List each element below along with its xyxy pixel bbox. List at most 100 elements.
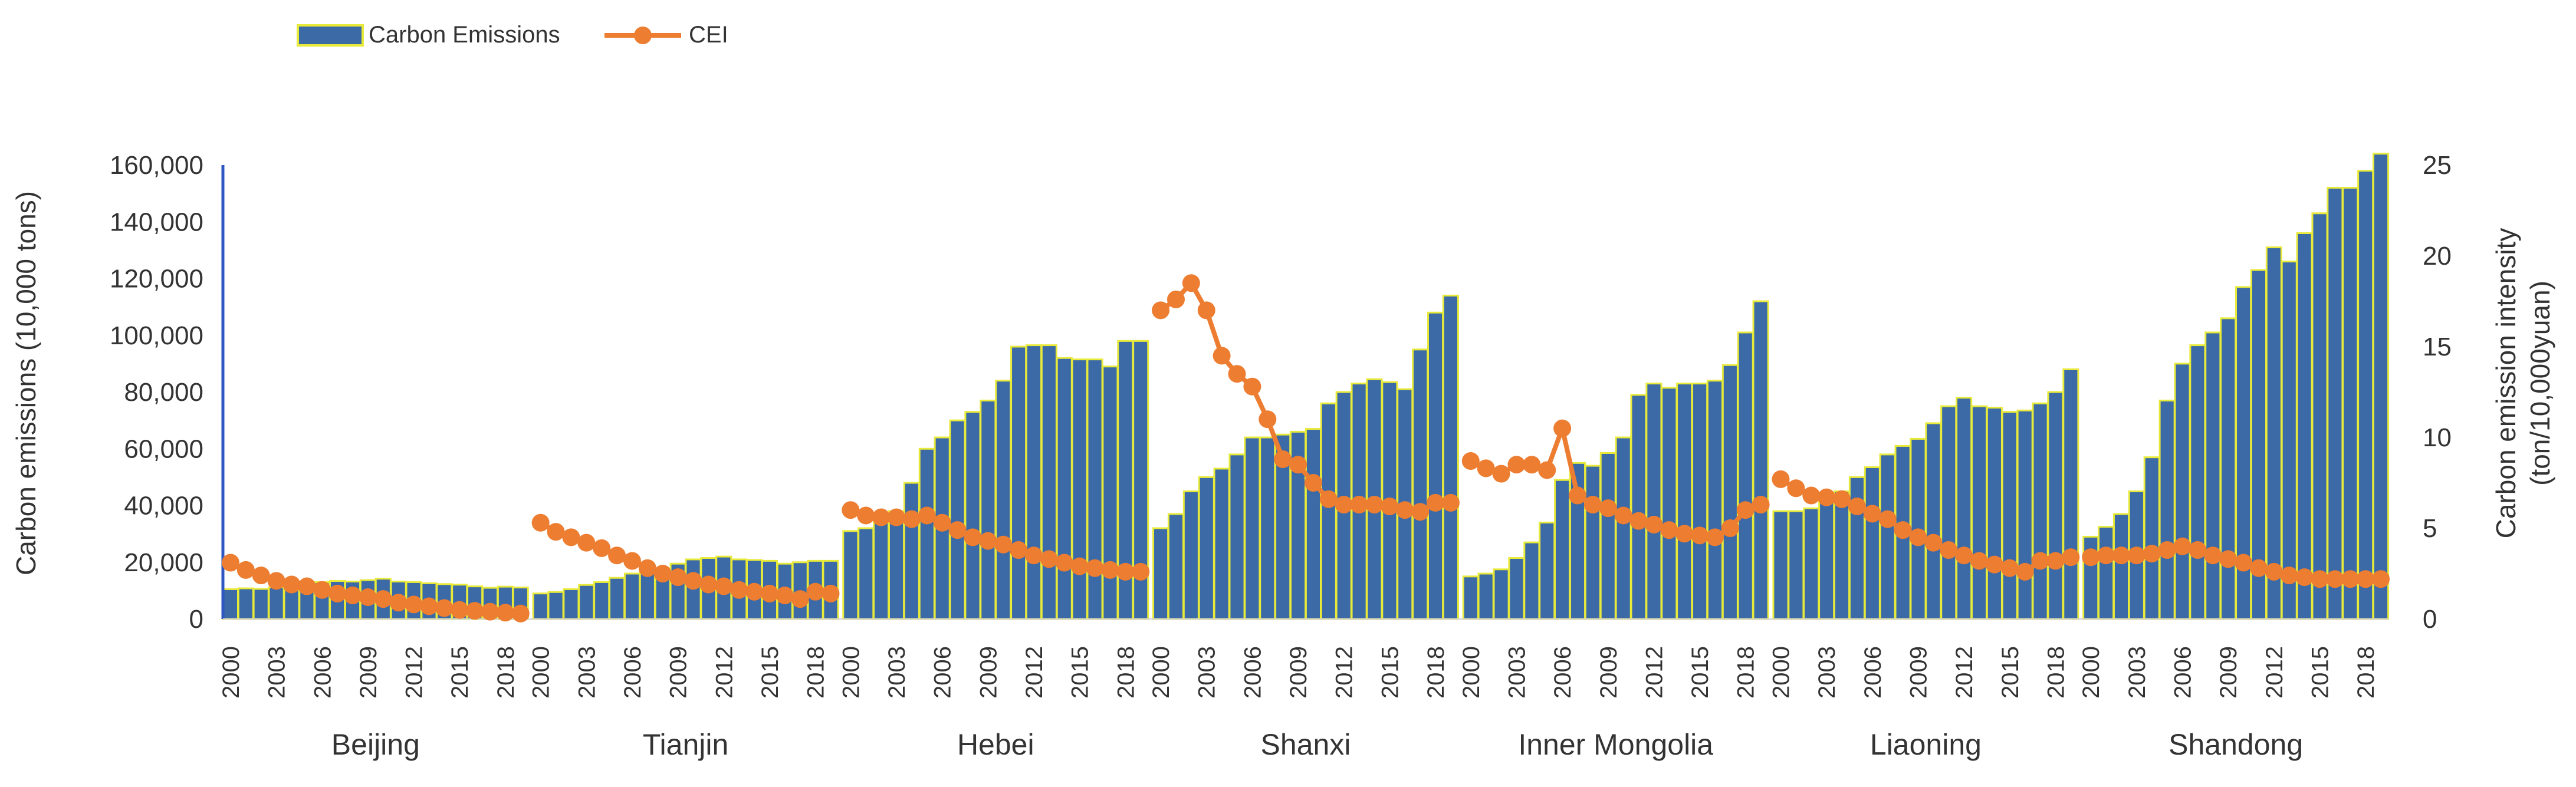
cei-marker — [1396, 501, 1414, 519]
cei-marker — [1629, 512, 1648, 530]
emission-bar — [532, 592, 549, 620]
emission-bar — [1071, 358, 1088, 620]
left-tick-label: 40,000 — [124, 492, 203, 521]
cei-marker — [1660, 521, 1678, 539]
emission-bar — [949, 419, 966, 620]
year-tick-label: 2015 — [2308, 646, 2334, 699]
emission-bar — [1986, 406, 2003, 620]
year-tick-label: 2009 — [2216, 646, 2242, 699]
cei-marker — [1645, 515, 1663, 534]
cei-marker — [2265, 562, 2283, 581]
emission-bar — [593, 581, 610, 620]
cei-marker — [435, 599, 454, 617]
cei-marker — [328, 584, 347, 602]
left-axis-title: Carbon emissions (10,000 tons) — [11, 191, 41, 575]
cei-marker — [1492, 465, 1510, 483]
year-tick-label: 2009 — [1286, 646, 1312, 699]
cei-marker — [1691, 526, 1709, 545]
cei-marker — [1461, 452, 1480, 470]
cei-marker — [267, 572, 285, 590]
cei-marker — [577, 534, 596, 552]
emission-bar — [547, 591, 564, 620]
cei-marker — [2082, 548, 2100, 567]
cei-marker — [2097, 546, 2115, 565]
emission-bar — [578, 584, 595, 620]
cei-marker — [1833, 490, 1851, 508]
cei-marker — [374, 590, 392, 608]
year-tick-label: 2015 — [1067, 646, 1093, 699]
cei-marker — [1924, 534, 1943, 552]
left-tick-label: 80,000 — [124, 378, 203, 407]
emission-bar — [1818, 499, 1835, 620]
cei-marker — [1304, 474, 1322, 492]
emission-bar — [2001, 411, 2018, 620]
cei-marker — [1599, 499, 1617, 518]
emission-bar — [2342, 187, 2359, 620]
cei-marker — [1614, 506, 1632, 525]
legend-bar-label: Carbon Emissions — [369, 22, 560, 48]
emission-bar — [918, 447, 935, 620]
region-label: Inner Mongolia — [1518, 728, 1713, 761]
emission-bar — [1940, 405, 1957, 620]
cei-marker — [1350, 495, 1368, 513]
cei-marker — [1259, 410, 1277, 429]
emission-bar — [1198, 476, 1215, 620]
cei-marker — [1213, 347, 1231, 365]
year-tick-label: 2006 — [310, 646, 336, 699]
year-tick-label: 2018 — [2353, 646, 2379, 699]
cei-marker — [1086, 559, 1104, 577]
cei-marker — [1909, 528, 1927, 546]
year-tick-label: 2009 — [666, 646, 692, 699]
year-tick-label: 2000 — [218, 646, 244, 699]
year-tick-label: 2003 — [884, 646, 910, 699]
year-tick-label: 2015 — [757, 646, 783, 699]
emission-bar — [237, 587, 254, 620]
year-tick-label: 2003 — [1194, 646, 1220, 699]
left-axis-ticks: 0 20,000 40,000 60,000 80,000 100,000 120,000 1… — [110, 151, 203, 634]
cei-marker — [1752, 495, 1770, 513]
cei-marker — [236, 561, 255, 579]
emission-bar — [1086, 358, 1103, 620]
emission-bar — [1864, 466, 1881, 620]
cei-marker — [1538, 461, 1556, 479]
year-tick-label: 2012 — [1951, 646, 1977, 699]
cei-marker — [531, 513, 550, 532]
emission-bar — [2098, 526, 2115, 620]
year-tick-label: 2018 — [803, 646, 829, 699]
cei-marker — [1427, 493, 1445, 512]
cei-marker — [730, 581, 748, 599]
right-axis-title: Carbon emission intensity (ton/10,000yua… — [2490, 228, 2555, 539]
emission-bar — [964, 411, 981, 620]
region-label: Hebei — [957, 728, 1034, 761]
cei-marker — [1441, 493, 1460, 512]
cei-marker — [405, 595, 423, 614]
year-tick-label: 2000 — [1769, 646, 1795, 699]
emission-bar — [980, 399, 997, 620]
emission-bar — [1228, 453, 1246, 620]
cei-marker — [496, 604, 514, 622]
emission-bar — [2062, 368, 2079, 620]
emission-bar — [2016, 409, 2033, 620]
cei-marker — [252, 567, 270, 585]
cei-marker — [1010, 541, 1028, 559]
cei-marker — [964, 528, 982, 546]
legend-line-label: CEI — [689, 22, 728, 48]
bar-series — [222, 153, 2390, 620]
emission-bar — [1834, 490, 1851, 620]
cei-marker — [1289, 456, 1307, 474]
year-tick-label: 2018 — [493, 646, 519, 699]
cei-marker — [389, 594, 408, 612]
emission-bar — [1259, 436, 1276, 620]
cei-marker — [888, 508, 906, 526]
year-tick-label: 2006 — [930, 646, 956, 699]
cei-marker — [2204, 546, 2222, 565]
cei-marker — [1818, 488, 1836, 506]
cei-marker — [1228, 365, 1246, 383]
cei-marker — [1772, 470, 1790, 488]
year-tick-label: 2018 — [1113, 646, 1139, 699]
emission-bar — [639, 569, 656, 620]
cei-marker — [2357, 570, 2375, 588]
cei-marker — [481, 602, 499, 621]
year-tick-label: 2000 — [838, 646, 864, 699]
